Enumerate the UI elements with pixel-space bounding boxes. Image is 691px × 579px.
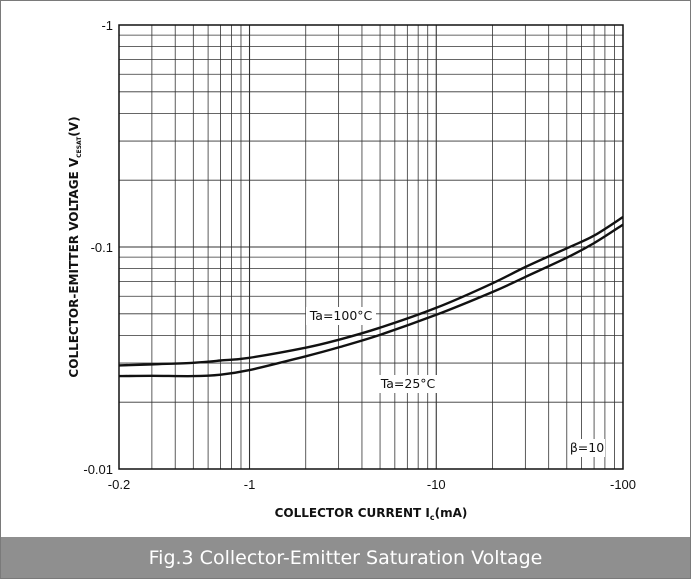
tick-labels: -0.2 -1 -10 -100 -0.01 -0.1 -1 bbox=[83, 18, 636, 492]
chart-grid bbox=[118, 25, 623, 470]
y-axis-title: COLLECTOR-EMITTER VOLTAGE VCESAT(V) bbox=[67, 116, 83, 377]
caption-bar: Fig.3 Collector-Emitter Saturation Volta… bbox=[1, 537, 690, 578]
series-line-ta100 bbox=[118, 215, 624, 367]
label-ta25-bg bbox=[377, 375, 439, 393]
plot-border bbox=[118, 24, 624, 470]
x-tick-label: -100 bbox=[610, 477, 636, 492]
y-tick-label: -0.01 bbox=[83, 462, 113, 477]
figure-caption: Fig.3 Collector-Emitter Saturation Volta… bbox=[148, 546, 543, 569]
y-tick-label: -0.1 bbox=[91, 240, 113, 255]
label-ta100: Ta=100°C bbox=[309, 308, 373, 323]
label-beta-bg bbox=[569, 439, 605, 457]
x-tick-label: -10 bbox=[427, 477, 446, 492]
series-line-ta25 bbox=[118, 223, 624, 378]
x-axis-title: COLLECTOR CURRENT Ic(mA) bbox=[275, 506, 468, 522]
x-tick-label: -1 bbox=[244, 477, 256, 492]
x-tick-label: -0.2 bbox=[108, 477, 130, 492]
y-tick-label: -1 bbox=[101, 18, 113, 33]
label-beta: β=10 bbox=[570, 440, 604, 455]
chart: -0.2 -1 -10 -100 -0.01 -0.1 -1 Ta=100°C Ta=25°C… bbox=[67, 18, 636, 522]
chart-annotations: Ta=100°C Ta=25°C β=10 bbox=[306, 307, 605, 457]
label-ta25: Ta=25°C bbox=[380, 376, 436, 391]
label-ta100-bg bbox=[306, 307, 376, 325]
chart-curves bbox=[118, 215, 624, 378]
